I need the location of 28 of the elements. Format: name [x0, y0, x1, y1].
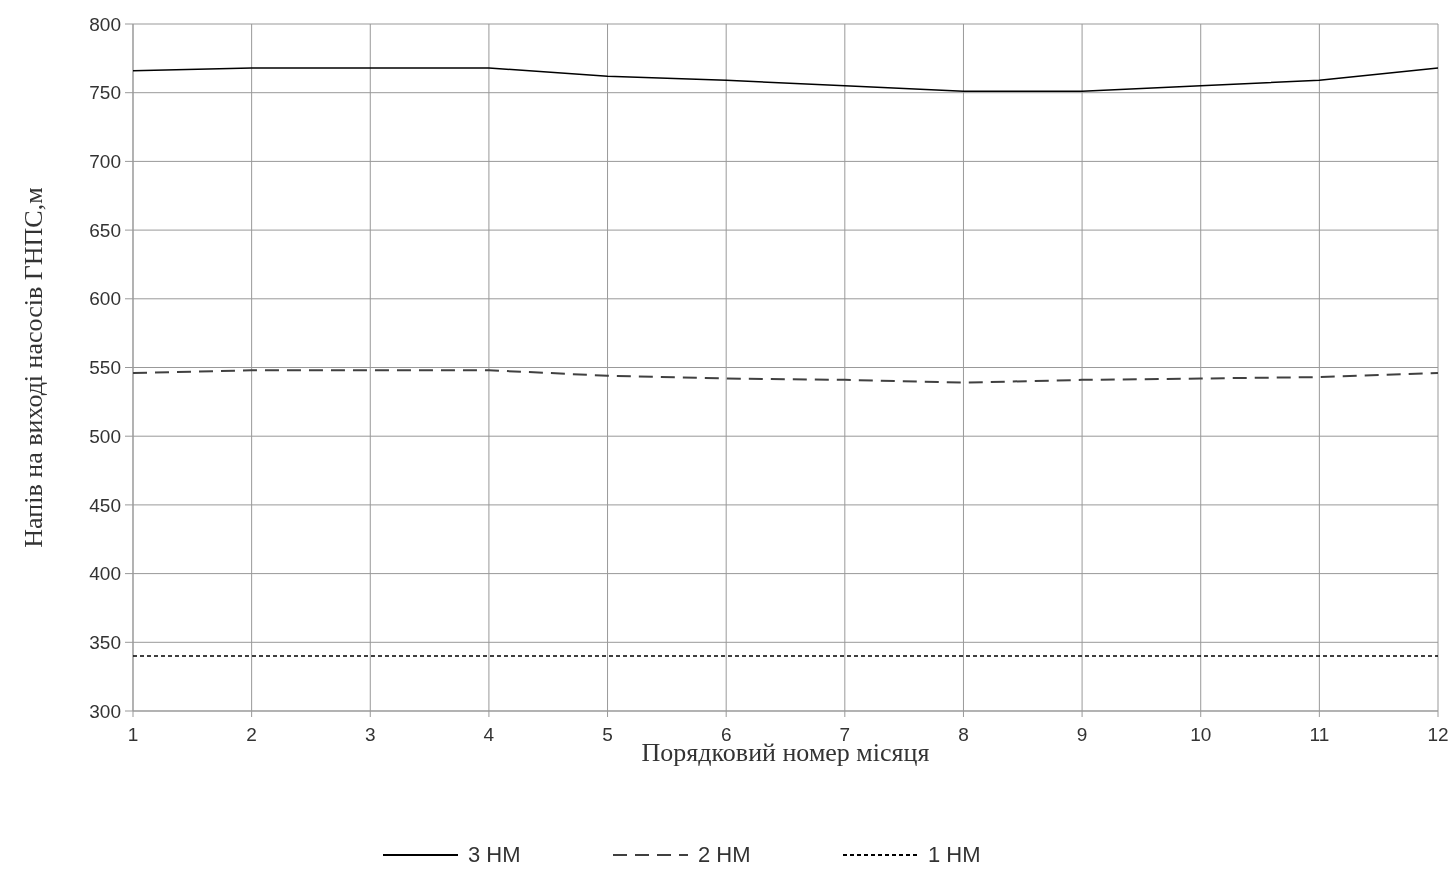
y-tick-label: 450 [89, 494, 121, 516]
x-tick-label: 2 [246, 724, 257, 745]
y-tick-label: 600 [89, 288, 121, 310]
y-tick-label: 350 [89, 631, 121, 653]
x-tick-label: 3 [364, 724, 376, 745]
legend-label: 3 НМ [468, 842, 521, 867]
x-tick-label: 8 [958, 724, 969, 745]
x-tick-label: 1 [127, 724, 139, 745]
legend-label: 2 НМ [698, 842, 751, 867]
x-tick-label: 11 [1309, 724, 1330, 745]
y-tick-label: 800 [89, 13, 121, 35]
line-series [132, 67, 1439, 93]
y-tick-label: 500 [89, 425, 121, 447]
x-tick-label: 9 [1076, 724, 1088, 745]
x-tick-label: 12 [1427, 724, 1448, 745]
x-tick-label: 7 [839, 724, 851, 745]
y-tick-label: 300 [89, 700, 121, 722]
y-tick-label: 750 [89, 82, 121, 104]
legend-label: 1 НМ [928, 842, 981, 867]
line-series [132, 369, 1439, 384]
x-tick-label: 10 [1190, 724, 1212, 745]
y-axis-title: Напів на виході насосів ГНПС,м [19, 187, 48, 548]
x-tick-label: 4 [483, 724, 495, 745]
y-tick-label: 400 [89, 563, 121, 585]
y-tick-label: 550 [89, 357, 121, 379]
y-tick-label: 700 [89, 151, 121, 173]
x-tick-label: 5 [602, 724, 613, 745]
y-tick-label: 650 [89, 219, 121, 241]
